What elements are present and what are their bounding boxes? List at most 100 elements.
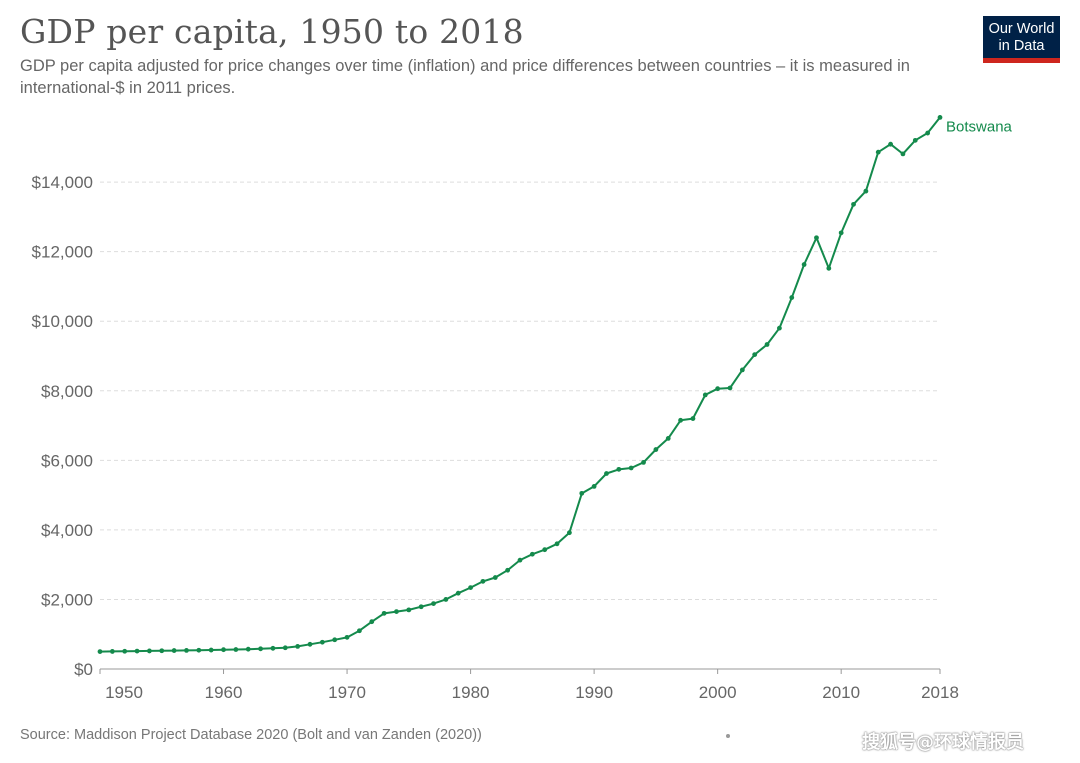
data-point	[270, 645, 276, 651]
data-point	[381, 610, 387, 616]
data-point	[826, 265, 832, 271]
data-point	[109, 649, 115, 654]
data-point	[764, 342, 770, 347]
y-axis: $0 $2,000 $4,000 $6,000 $8,000 $10,000 $12,000…	[32, 173, 93, 679]
data-point	[579, 490, 585, 496]
data-point	[628, 465, 634, 471]
y-tick-label: $0	[74, 660, 93, 679]
chart-title: GDP per capita, 1950 to 2018	[20, 12, 524, 51]
y-tick-label: $4,000	[41, 521, 93, 540]
data-point	[221, 647, 226, 653]
data-point	[739, 367, 745, 373]
x-tick-label: 1990	[575, 683, 613, 702]
data-point	[752, 352, 758, 357]
data-point	[394, 609, 399, 615]
data-point	[542, 547, 548, 553]
data-point	[838, 230, 844, 236]
data-point	[888, 141, 893, 147]
data-point	[715, 386, 721, 392]
data-point	[801, 262, 807, 267]
data-point	[319, 639, 325, 645]
data-point	[492, 575, 498, 580]
data-point	[505, 567, 511, 573]
data-point	[184, 647, 189, 653]
data-point	[357, 628, 362, 634]
data-point	[344, 634, 350, 640]
data-point	[814, 235, 819, 241]
grid-lines	[100, 181, 940, 600]
data-point	[480, 578, 486, 584]
data-point	[851, 201, 856, 207]
data-point	[468, 585, 473, 591]
chart-subtitle: GDP per capita adjusted for price change…	[20, 57, 910, 97]
logo-line-2: in Data	[998, 38, 1045, 54]
series-line	[99, 116, 941, 653]
logo-accent-bar	[983, 58, 1060, 63]
y-tick-label: $14,000	[32, 173, 93, 192]
data-point	[97, 649, 103, 655]
data-point	[789, 295, 795, 300]
data-point	[690, 416, 696, 421]
series-layer: Botswana	[97, 114, 1013, 655]
divider-dot	[726, 734, 730, 738]
data-point	[777, 325, 782, 331]
data-point	[616, 466, 622, 472]
data-point	[443, 597, 449, 602]
data-point	[727, 385, 733, 391]
owid-logo[interactable]: Our World in Data	[983, 16, 1060, 63]
data-point	[208, 647, 214, 653]
data-point	[925, 130, 931, 136]
x-tick-label: 1960	[205, 683, 243, 702]
x-tick-label: 1980	[452, 683, 490, 702]
x-tick-label: 2010	[822, 683, 860, 702]
y-tick-label: $6,000	[41, 451, 93, 470]
data-point	[554, 541, 560, 547]
data-point	[134, 648, 140, 654]
data-point	[307, 641, 313, 647]
x-tick-label: 2000	[699, 683, 737, 702]
data-point	[912, 137, 918, 143]
data-point	[295, 643, 301, 649]
data-point	[591, 484, 597, 489]
series-label: Botswana	[946, 118, 1013, 135]
data-point	[604, 471, 609, 476]
data-point	[567, 530, 572, 536]
x-tick-label: 1970	[328, 683, 366, 702]
watermark: 搜狐号@环球情报员	[862, 732, 1024, 753]
logo-text: Our World in Data	[983, 21, 1060, 55]
data-point	[900, 151, 906, 157]
x-axis: 1950 1960 1970 1980 1990 2000 2010 2018	[99, 668, 959, 702]
data-point	[147, 648, 152, 654]
data-point	[455, 590, 461, 596]
data-point	[159, 648, 165, 654]
data-point	[282, 645, 288, 651]
data-point	[171, 648, 177, 653]
data-point	[665, 436, 671, 441]
data-point	[332, 637, 338, 643]
data-point	[122, 648, 128, 654]
data-point	[678, 417, 683, 423]
gdp-line-chart: $0 $2,000 $4,000 $6,000 $8,000 $10,000 $12,000…	[32, 114, 1013, 702]
y-tick-label: $8,000	[41, 382, 93, 401]
y-tick-label: $10,000	[32, 312, 93, 331]
data-point	[369, 619, 375, 625]
source-note: Source: Maddison Project Database 2020 (…	[20, 727, 482, 743]
data-point	[245, 646, 251, 652]
data-point	[702, 392, 708, 398]
data-point	[529, 551, 535, 557]
data-point	[653, 447, 659, 452]
data-point	[406, 607, 412, 613]
data-point	[863, 188, 869, 194]
y-tick-label: $12,000	[32, 243, 93, 262]
data-point	[641, 460, 646, 465]
data-point	[196, 647, 202, 653]
data-point	[517, 557, 523, 563]
data-point	[233, 647, 239, 652]
data-point	[418, 604, 424, 610]
x-tick-label: 1950	[105, 683, 143, 702]
data-point	[875, 149, 881, 155]
data-point	[258, 646, 263, 652]
x-tick-label: 2018	[921, 683, 959, 702]
data-point	[937, 114, 943, 120]
data-point	[431, 601, 436, 607]
